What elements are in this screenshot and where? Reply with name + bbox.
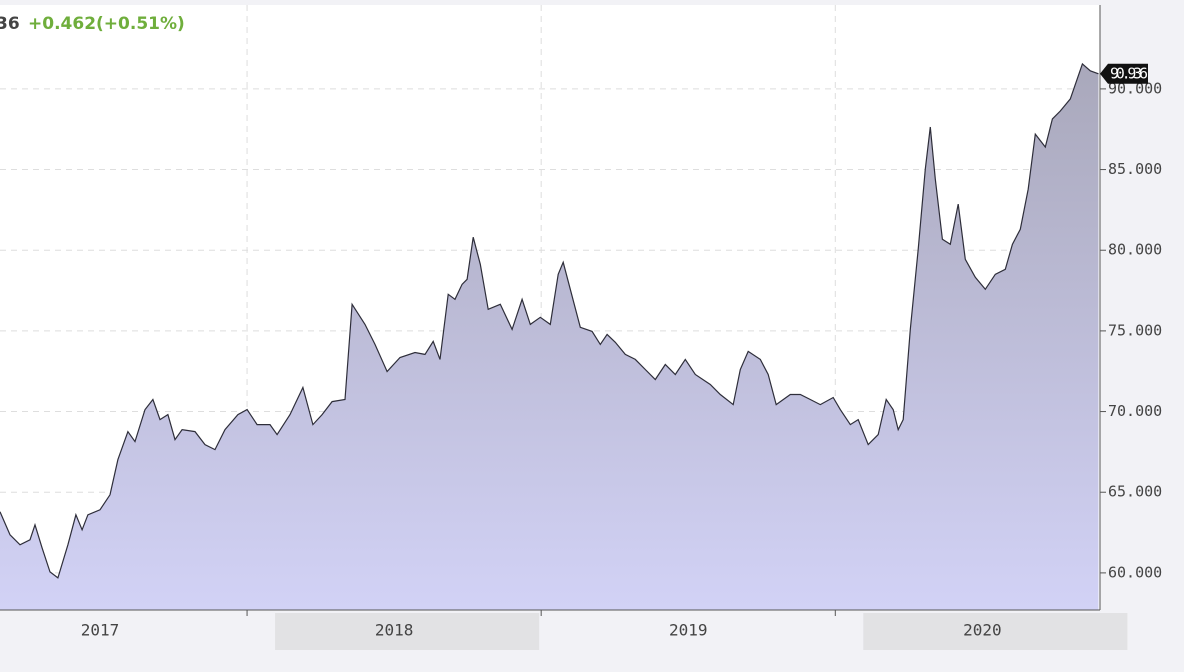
x-tick-label: 2020 [963, 621, 1002, 640]
y-tick-label: 75.000 [1108, 321, 1162, 339]
y-tick-label: 60.000 [1108, 563, 1162, 581]
y-tick-label: 85.000 [1108, 160, 1162, 178]
x-band [863, 613, 1128, 650]
price-line [0, 62, 1099, 579]
area-fill [0, 63, 1099, 610]
y-tick-label: 80.000 [1108, 241, 1162, 259]
x-tick-label: 2018 [375, 621, 414, 640]
y-tick-label: 65.000 [1108, 483, 1162, 501]
last-value-tag [1100, 63, 1148, 84]
x-tick-label: 2019 [669, 621, 708, 640]
x-tick-label: 2017 [81, 621, 120, 640]
y-tick-label: 90.000 [1108, 79, 1162, 97]
last-value-label: 90.936 [1110, 64, 1148, 82]
x-band [275, 613, 540, 650]
price-fragment: 36 [0, 14, 20, 34]
price-change: +0.462(+0.51%) [28, 14, 185, 34]
y-tick-label: 70.000 [1108, 402, 1162, 420]
